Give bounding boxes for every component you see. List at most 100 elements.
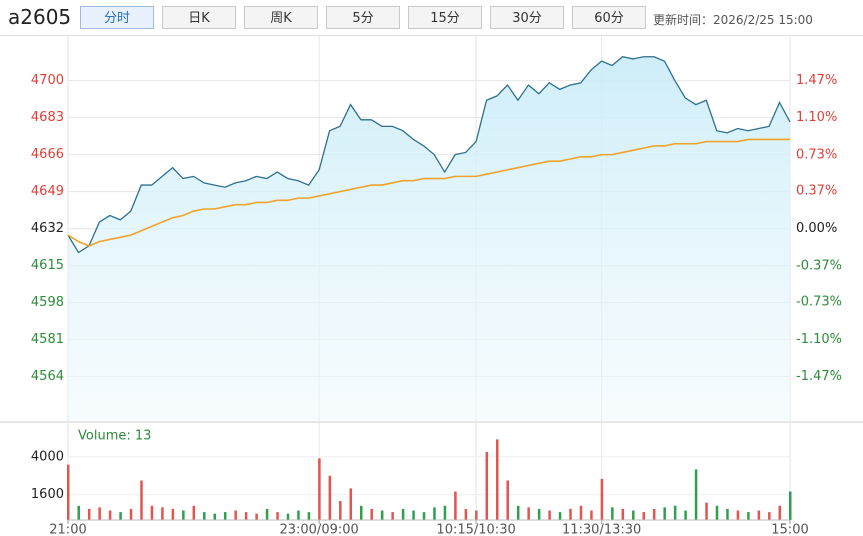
average-line bbox=[67, 138, 790, 247]
x-tick-label: 15:00 bbox=[771, 523, 808, 536]
volume-bar bbox=[286, 513, 290, 520]
volume-bar bbox=[265, 508, 269, 520]
volume-bar bbox=[77, 505, 80, 520]
price-line bbox=[67, 56, 791, 254]
volume-bar bbox=[401, 508, 405, 520]
volume-bar bbox=[433, 507, 436, 520]
volume-bar bbox=[234, 510, 237, 520]
volume-bar bbox=[192, 505, 196, 520]
volume-bar bbox=[328, 475, 332, 520]
y-tick-label: 4666 bbox=[31, 147, 64, 162]
x-tick-label: 11:30/13:30 bbox=[562, 523, 641, 536]
volume-bar bbox=[171, 508, 175, 520]
volume-bar bbox=[140, 480, 143, 520]
volume-bar bbox=[422, 512, 426, 520]
volume-bar bbox=[380, 510, 384, 520]
y2-tick-label: 1.47% bbox=[796, 73, 837, 88]
volume-bar bbox=[119, 512, 122, 520]
volume-bar bbox=[213, 513, 216, 520]
y2-tick-label: -1.47% bbox=[796, 369, 842, 384]
y-tick-label: 4000 bbox=[31, 449, 64, 464]
volume-bar bbox=[768, 512, 771, 520]
volume-bar bbox=[757, 510, 761, 520]
tab[interactable]: 5分 bbox=[326, 6, 400, 29]
volume-bar bbox=[307, 512, 311, 520]
tab[interactable]: 分时 bbox=[80, 6, 154, 29]
volume-bar bbox=[443, 505, 447, 520]
symbol: a2605 bbox=[8, 5, 72, 29]
volume-bar bbox=[715, 505, 719, 520]
volume-bar bbox=[370, 508, 373, 520]
y-tick-label: 4632 bbox=[31, 221, 64, 236]
y2-tick-label: -0.37% bbox=[796, 258, 842, 273]
tab[interactable]: 30分 bbox=[490, 6, 564, 29]
volume-bar bbox=[632, 510, 635, 520]
volume-bar bbox=[652, 508, 656, 520]
volume-bar bbox=[705, 502, 708, 520]
y2-tick-label: -1.10% bbox=[796, 332, 842, 347]
volume-bar bbox=[747, 512, 750, 520]
price-area bbox=[68, 56, 790, 421]
y-tick-label: 1600 bbox=[31, 487, 64, 502]
volume-bar bbox=[611, 507, 614, 520]
volume-bar bbox=[161, 507, 164, 520]
volume-bar bbox=[485, 452, 489, 520]
volume-bar bbox=[558, 512, 562, 520]
tab[interactable]: 60分 bbox=[572, 6, 646, 29]
volume-bar bbox=[579, 505, 583, 520]
volume-bar bbox=[496, 439, 499, 520]
y-tick-label: 4683 bbox=[31, 110, 64, 125]
y-tick-label: 4564 bbox=[31, 369, 64, 384]
y2-tick-label: 1.10% bbox=[796, 110, 837, 125]
tab[interactable]: 周K bbox=[244, 6, 318, 29]
y-tick-label: 4581 bbox=[31, 332, 64, 347]
volume-bar bbox=[454, 491, 457, 520]
volume-bar bbox=[339, 501, 342, 520]
volume-bar bbox=[642, 512, 646, 520]
volume-bar bbox=[537, 508, 541, 520]
volume-bar bbox=[548, 510, 551, 520]
volume-bar bbox=[255, 513, 258, 520]
volume-bar bbox=[129, 508, 133, 520]
volume-bar bbox=[87, 508, 91, 520]
y2-tick-label: -0.73% bbox=[796, 295, 842, 310]
volume-bar bbox=[663, 507, 666, 520]
volume-bar bbox=[475, 510, 478, 520]
volume-bar bbox=[789, 491, 792, 520]
x-tick-label: 23:00/09:00 bbox=[279, 523, 358, 536]
y2-tick-label: 0.37% bbox=[796, 184, 837, 199]
tab[interactable]: 15分 bbox=[408, 6, 482, 29]
volume-bar bbox=[590, 510, 593, 520]
update-time: 更新时间：2026/2/25 15:00 bbox=[653, 13, 813, 27]
volume-bar bbox=[391, 512, 394, 520]
volume-bar bbox=[297, 510, 300, 520]
toolbar: a2605 分时 日K 周K 5分 15分 30分 60分 更新时间：2026/… bbox=[0, 0, 863, 36]
volume-bar bbox=[621, 508, 625, 520]
y-tick-label: 4649 bbox=[31, 184, 64, 199]
x-tick-label: 10:15/10:30 bbox=[436, 523, 515, 536]
y-tick-label: 4615 bbox=[31, 258, 64, 273]
volume-bar bbox=[67, 464, 70, 520]
volume-bar bbox=[569, 508, 572, 520]
y2-tick-label: 0.73% bbox=[796, 147, 837, 162]
y-tick-label: 4700 bbox=[31, 73, 64, 88]
volume-bar bbox=[726, 508, 729, 520]
volume-bar bbox=[223, 512, 227, 520]
volume-bar bbox=[778, 505, 782, 520]
volume-bar bbox=[150, 505, 154, 520]
y2-tick-label: 0.00% bbox=[796, 221, 837, 236]
volume-bar bbox=[673, 505, 677, 520]
volume-bar bbox=[359, 505, 363, 520]
volume-bar bbox=[694, 469, 698, 520]
volume-bar bbox=[516, 505, 520, 520]
volume-label: Volume: 13 bbox=[78, 429, 151, 444]
y-tick-label: 4598 bbox=[31, 295, 64, 310]
volume-bar bbox=[276, 512, 279, 520]
volume-bar bbox=[506, 480, 509, 520]
volume-bar bbox=[108, 510, 112, 520]
tab[interactable]: 日K bbox=[162, 6, 236, 29]
volume-bar bbox=[349, 488, 353, 520]
volume-bar bbox=[318, 458, 321, 520]
